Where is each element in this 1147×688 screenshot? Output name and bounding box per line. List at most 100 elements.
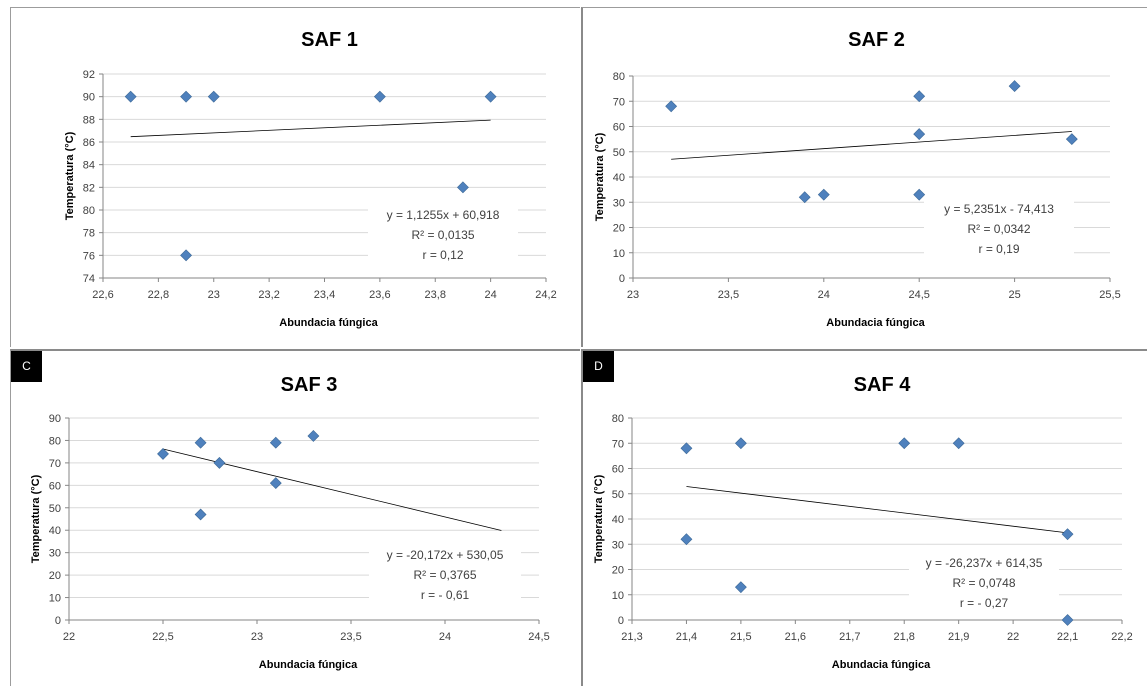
x-tick-label: 21,4 bbox=[676, 631, 697, 643]
y-axis-label: Temperatura (°C) bbox=[593, 474, 605, 563]
y-tick-label: 60 bbox=[49, 480, 61, 492]
x-axis-label: Abundacia fúngica bbox=[259, 659, 358, 671]
x-tick-label: 22,2 bbox=[1111, 631, 1132, 643]
x-tick-label: 24 bbox=[818, 289, 830, 301]
regression-annotation: R² = 0,0135 bbox=[411, 228, 474, 242]
y-tick-label: 88 bbox=[83, 114, 95, 126]
y-tick-label: 0 bbox=[618, 615, 624, 627]
x-tick-label: 22 bbox=[1007, 631, 1019, 643]
annotation-box bbox=[369, 543, 521, 605]
chart-panel-saf3: 0 10 20 30 40 50 60 70 80 90 22 22,5 23 23,5 24 24,5 SAF… bbox=[10, 349, 580, 686]
x-tick-label: 23,6 bbox=[369, 289, 390, 301]
chart-panel-saf2: 0 10 20 30 40 50 60 70 80 23 23,5 24 24,5 25 25,5 SAF 2… bbox=[581, 7, 1147, 347]
annotation-box bbox=[909, 551, 1059, 613]
x-tick-label: 25,5 bbox=[1099, 289, 1120, 301]
x-tick-label: 23,5 bbox=[340, 631, 361, 643]
data-point bbox=[817, 188, 830, 201]
data-point bbox=[157, 447, 169, 460]
regression-annotation: r = - 0,27 bbox=[960, 596, 1009, 610]
x-axis-label: Abundacia fúngica bbox=[826, 317, 925, 329]
data-point bbox=[457, 181, 469, 194]
data-point bbox=[269, 436, 282, 449]
y-tick-label: 40 bbox=[612, 514, 624, 526]
panel-badge: C bbox=[11, 351, 42, 382]
x-tick-label: 25 bbox=[1008, 289, 1020, 301]
regression-annotation: r = 0,12 bbox=[422, 248, 463, 262]
y-tick-label: 20 bbox=[612, 565, 624, 577]
y-tick-label: 20 bbox=[613, 223, 625, 235]
data-point bbox=[898, 437, 911, 450]
regression-annotation: r = - 0,61 bbox=[421, 588, 470, 602]
x-axis-label: Abundacia fúngica bbox=[832, 659, 931, 671]
x-tick-label: 24 bbox=[485, 289, 497, 301]
x-tick-label: 22,5 bbox=[152, 631, 173, 643]
x-tick-label: 23,8 bbox=[425, 289, 446, 301]
y-tick-label: 82 bbox=[83, 182, 95, 194]
data-point bbox=[913, 188, 926, 201]
y-tick-label: 76 bbox=[83, 250, 95, 262]
regression-annotation: R² = 0,3765 bbox=[413, 568, 476, 582]
data-point bbox=[734, 581, 747, 594]
y-tick-label: 10 bbox=[612, 590, 624, 602]
data-point bbox=[124, 90, 137, 103]
chart-panel-saf1: 74 76 78 80 82 84 86 88 90 92 22,6 22,8 23 23,2 23,4 23… bbox=[10, 7, 580, 347]
x-tick-label: 22,8 bbox=[148, 289, 169, 301]
annotation-box bbox=[924, 197, 1074, 259]
x-tick-label: 23 bbox=[627, 289, 639, 301]
panel-badge: D bbox=[583, 351, 614, 382]
data-point bbox=[373, 90, 386, 103]
x-tick-label: 24,5 bbox=[528, 631, 549, 643]
data-point bbox=[665, 100, 678, 113]
trendline bbox=[130, 119, 491, 138]
y-tick-label: 40 bbox=[613, 172, 625, 184]
y-axis-label: Temperatura (°C) bbox=[64, 131, 76, 220]
y-tick-label: 90 bbox=[83, 92, 95, 104]
x-tick-label: 24,2 bbox=[535, 289, 556, 301]
y-tick-label: 74 bbox=[83, 273, 95, 285]
y-tick-label: 84 bbox=[83, 160, 95, 172]
y-tick-label: 70 bbox=[613, 96, 625, 108]
data-point bbox=[913, 90, 926, 103]
y-tick-label: 70 bbox=[49, 458, 61, 470]
y-tick-label: 78 bbox=[83, 228, 95, 240]
y-tick-label: 60 bbox=[613, 122, 625, 134]
y-tick-label: 0 bbox=[619, 273, 625, 285]
data-point bbox=[269, 477, 282, 490]
x-tick-label: 23,5 bbox=[718, 289, 739, 301]
y-tick-label: 40 bbox=[49, 525, 61, 537]
x-tick-label: 24 bbox=[439, 631, 451, 643]
x-tick-label: 22,1 bbox=[1057, 631, 1078, 643]
x-tick-label: 21,5 bbox=[730, 631, 751, 643]
x-tick-label: 23 bbox=[208, 289, 220, 301]
y-tick-label: 80 bbox=[613, 71, 625, 83]
data-point bbox=[680, 533, 693, 546]
data-point bbox=[180, 249, 192, 262]
x-tick-label: 22,6 bbox=[92, 289, 113, 301]
y-tick-label: 60 bbox=[612, 464, 624, 476]
y-tick-label: 30 bbox=[49, 548, 61, 560]
x-tick-label: 21,8 bbox=[894, 631, 915, 643]
scatter-chart: 0 10 20 30 40 50 60 70 80 23 23,5 24 24,5 25 25,5 SAF 2… bbox=[594, 29, 1121, 329]
y-tick-label: 80 bbox=[612, 413, 624, 425]
scatter-chart: 0 10 20 30 40 50 60 70 80 90 22 22,5 23 23,5 24 24,5 SAF… bbox=[30, 374, 550, 671]
y-tick-label: 86 bbox=[83, 137, 95, 149]
y-tick-label: 50 bbox=[613, 147, 625, 159]
x-axis-label: Abundacia fúngica bbox=[279, 317, 378, 329]
x-tick-label: 22 bbox=[63, 631, 75, 643]
x-tick-label: 21,3 bbox=[621, 631, 642, 643]
data-point bbox=[207, 90, 220, 103]
y-tick-label: 70 bbox=[612, 438, 624, 450]
chart-title: SAF 4 bbox=[854, 374, 912, 396]
data-point bbox=[913, 128, 926, 140]
y-tick-label: 50 bbox=[49, 503, 61, 515]
regression-annotation: y = 1,1255x + 60,918 bbox=[387, 208, 500, 222]
x-tick-label: 21,7 bbox=[839, 631, 860, 643]
trendline bbox=[686, 486, 1068, 534]
x-tick-label: 23,4 bbox=[314, 289, 335, 301]
y-axis-label: Temperatura (°C) bbox=[30, 474, 42, 563]
data-point bbox=[1061, 614, 1074, 626]
scatter-chart: 0 10 20 30 40 50 60 70 80 21,3 21,4 21,5 21,6 21,7 21,… bbox=[593, 374, 1133, 671]
y-tick-label: 50 bbox=[612, 489, 624, 501]
data-point bbox=[1061, 528, 1074, 541]
